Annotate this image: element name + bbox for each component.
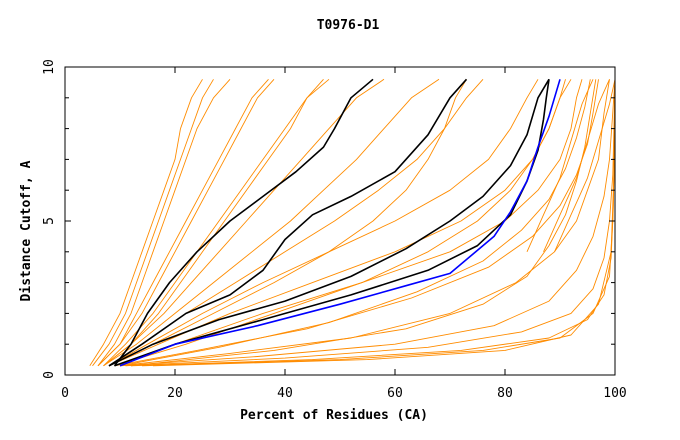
x-axis-label: Percent of Residues (CA) xyxy=(240,408,428,423)
series-line-8 xyxy=(108,79,539,367)
series-line-3 xyxy=(97,79,275,367)
x-tick-label: 40 xyxy=(277,386,293,401)
x-tick-label: 80 xyxy=(497,386,513,401)
series-line-22 xyxy=(103,79,324,367)
series-line-24 xyxy=(526,79,594,252)
series-line-4 xyxy=(103,78,330,367)
series-line-1 xyxy=(92,79,214,367)
series-line-11 xyxy=(114,79,599,367)
series-line-20 xyxy=(114,79,572,367)
series-line-6 xyxy=(103,78,440,367)
series-line-18 xyxy=(130,79,597,367)
y-axis-label: Distance Cutoff, A xyxy=(19,160,34,301)
series-line-17 xyxy=(152,79,616,367)
series-line-2 xyxy=(97,79,231,367)
series-line-25 xyxy=(543,79,610,252)
x-tick-label: 100 xyxy=(603,386,626,401)
x-tick-label: 20 xyxy=(167,386,183,401)
x-tick-label: 0 xyxy=(61,386,69,401)
series-line-23 xyxy=(97,79,269,367)
y-axis-ticks: 0 5 10 xyxy=(42,59,615,379)
series-line-30 xyxy=(114,79,550,367)
series-line-16 xyxy=(141,79,616,367)
series-line-13 xyxy=(119,79,616,367)
series-line-7 xyxy=(108,79,484,367)
y-tick-label: 5 xyxy=(42,217,57,225)
series-line-26 xyxy=(554,79,616,252)
x-axis-ticks: 0 20 40 60 80 100 xyxy=(61,67,627,401)
series-line-0 xyxy=(89,79,203,367)
series-layer xyxy=(89,78,616,367)
series-line-5 xyxy=(103,78,385,367)
series-line-19 xyxy=(119,79,591,367)
series-line-29 xyxy=(108,78,550,367)
series-line-31 xyxy=(119,79,561,367)
series-line-28 xyxy=(108,78,468,367)
chart-title: T0976-D1 xyxy=(317,18,380,33)
series-line-10 xyxy=(114,79,583,367)
y-tick-label: 0 xyxy=(42,371,57,379)
series-line-21 xyxy=(108,79,467,367)
x-tick-label: 60 xyxy=(387,386,403,401)
series-line-27 xyxy=(113,78,374,367)
y-tick-label: 10 xyxy=(42,59,57,75)
